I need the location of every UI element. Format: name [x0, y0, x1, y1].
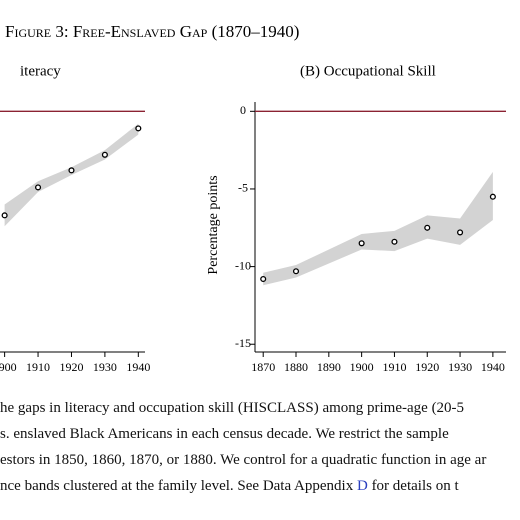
point — [68, 167, 75, 174]
caption-line: nce bands clustered at the family level.… — [0, 478, 459, 495]
caption-line: s. enslaved Black Americans in each cens… — [0, 426, 449, 442]
x-tick-label: 1910 — [382, 360, 406, 374]
x-tick-label: 1910 — [26, 360, 50, 374]
confidence-band — [263, 171, 493, 286]
point — [457, 229, 464, 236]
appendix-link[interactable]: D — [356, 478, 368, 494]
y-axis-label: Percentage points — [206, 175, 221, 274]
point — [358, 240, 365, 247]
x-tick-label: 1920 — [59, 360, 83, 374]
point — [424, 224, 431, 231]
x-tick-label: 1900 — [350, 360, 374, 374]
x-tick-label: 1940 — [481, 360, 505, 374]
point — [34, 184, 42, 191]
caption-text: for details on t — [367, 478, 459, 494]
point — [489, 193, 496, 200]
point — [1, 212, 8, 219]
x-tick-label: 1920 — [415, 360, 439, 374]
point — [135, 125, 142, 132]
figure-title: Figure 3: Free-Enslaved Gap (1870–1940) — [5, 22, 299, 41]
point — [292, 268, 300, 275]
point — [101, 151, 108, 158]
point — [260, 275, 267, 283]
y-tick-label: 0 — [240, 103, 246, 117]
point — [391, 238, 398, 245]
caption-text: nce bands clustered at the family level.… — [0, 478, 357, 494]
x-tick-label: 1900 — [0, 360, 17, 374]
caption-line: estors in 1850, 1860, 1870, or 1880. We … — [0, 452, 487, 468]
x-tick-label: 1870 — [251, 360, 275, 374]
x-tick-label: 1930 — [448, 360, 472, 374]
y-tick-label: -15 — [235, 336, 251, 350]
confidence-band — [4, 123, 139, 227]
y-tick-label: -5 — [238, 181, 248, 195]
x-tick-label: 1890 — [317, 360, 341, 374]
chart-title: iteracy — [20, 63, 61, 79]
chart-title: (B) Occupational Skill — [300, 63, 436, 79]
y-tick-label: -10 — [235, 258, 251, 272]
x-tick-label: 1940 — [126, 360, 150, 374]
caption-line: he gaps in literacy and occupation skill… — [0, 400, 465, 416]
x-tick-label: 1880 — [284, 360, 308, 374]
x-tick-label: 1930 — [93, 360, 117, 374]
